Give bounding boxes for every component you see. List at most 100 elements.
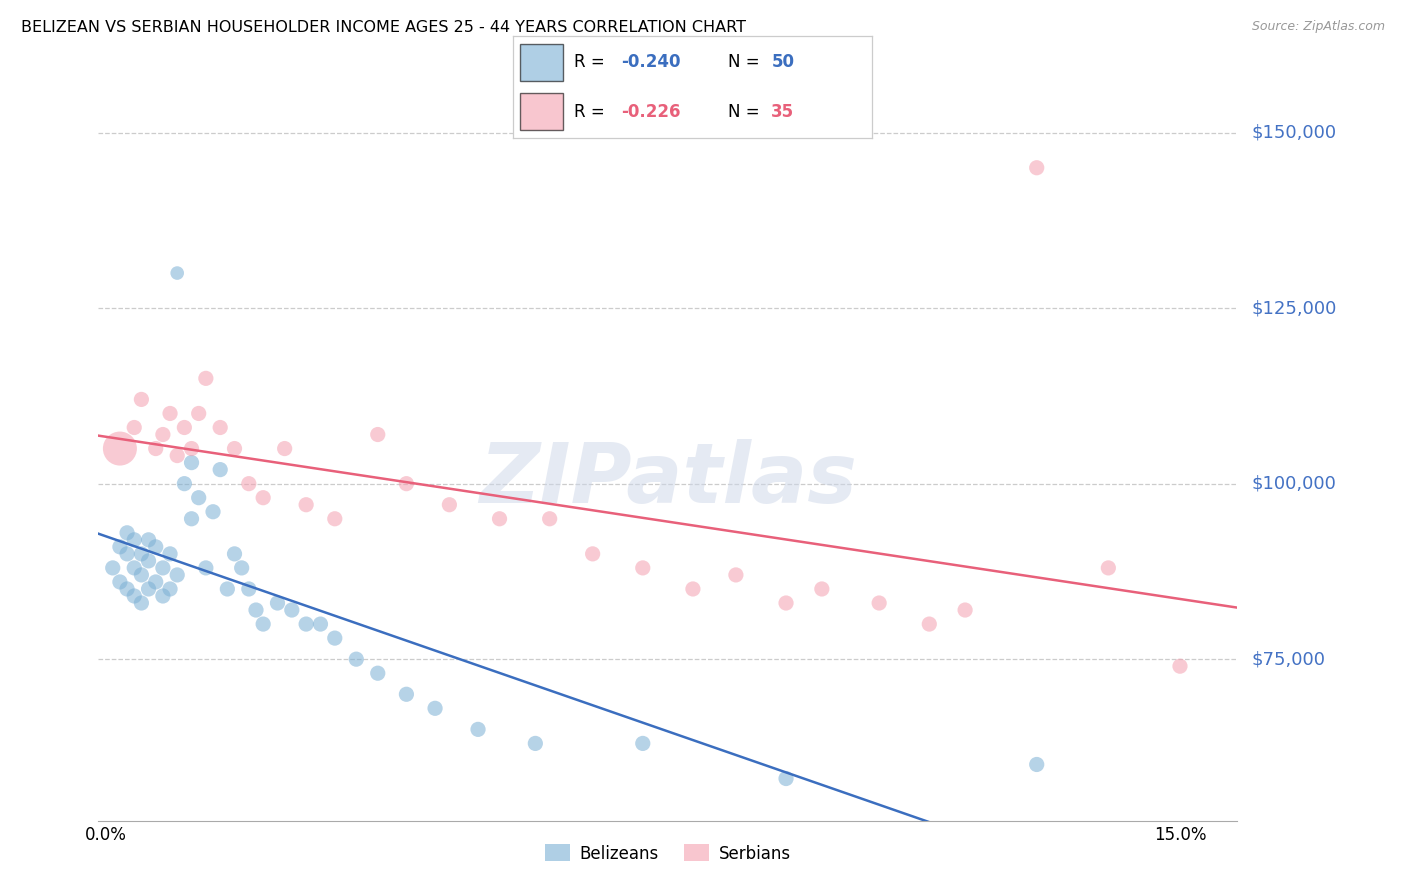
- Point: [631, 736, 654, 750]
- Point: [159, 582, 181, 596]
- Point: [918, 617, 941, 632]
- Point: [323, 631, 346, 645]
- Point: [1097, 561, 1119, 575]
- Point: [467, 723, 489, 737]
- Point: [423, 701, 446, 715]
- Point: [202, 505, 225, 519]
- Text: -0.240: -0.240: [621, 54, 681, 71]
- Point: [1025, 757, 1047, 772]
- Point: [367, 427, 389, 442]
- Point: [194, 371, 217, 385]
- Text: Source: ZipAtlas.com: Source: ZipAtlas.com: [1251, 20, 1385, 33]
- Point: [108, 442, 131, 456]
- Point: [682, 582, 704, 596]
- Point: [281, 603, 304, 617]
- Point: [309, 617, 332, 632]
- Text: R =: R =: [574, 103, 610, 120]
- Point: [538, 512, 561, 526]
- Point: [224, 442, 246, 456]
- Text: BELIZEAN VS SERBIAN HOUSEHOLDER INCOME AGES 25 - 44 YEARS CORRELATION CHART: BELIZEAN VS SERBIAN HOUSEHOLDER INCOME A…: [21, 20, 747, 35]
- Point: [953, 603, 976, 617]
- Point: [122, 533, 145, 547]
- Point: [152, 589, 174, 603]
- Point: [187, 491, 209, 505]
- Point: [582, 547, 605, 561]
- Text: $125,000: $125,000: [1251, 299, 1337, 318]
- Point: [159, 407, 181, 421]
- Point: [108, 574, 131, 589]
- Point: [115, 582, 138, 596]
- Point: [152, 561, 174, 575]
- Text: R =: R =: [574, 54, 610, 71]
- Point: [1025, 161, 1047, 175]
- Point: [101, 561, 124, 575]
- Point: [724, 568, 747, 582]
- Point: [115, 547, 138, 561]
- Point: [488, 512, 510, 526]
- Text: 35: 35: [772, 103, 794, 120]
- Point: [166, 568, 188, 582]
- Text: N =: N =: [728, 54, 765, 71]
- Point: [775, 596, 797, 610]
- Point: [323, 512, 346, 526]
- Text: N =: N =: [728, 103, 765, 120]
- Point: [122, 561, 145, 575]
- Text: -0.226: -0.226: [621, 103, 681, 120]
- Point: [122, 589, 145, 603]
- Text: $150,000: $150,000: [1251, 124, 1336, 142]
- Point: [180, 456, 202, 470]
- Point: [439, 498, 461, 512]
- Point: [811, 582, 834, 596]
- Point: [224, 547, 246, 561]
- Point: [173, 476, 195, 491]
- Text: ZIPatlas: ZIPatlas: [479, 439, 856, 520]
- Legend: Belizeans, Serbians: Belizeans, Serbians: [538, 838, 797, 869]
- Point: [131, 568, 153, 582]
- Point: [273, 442, 295, 456]
- Point: [180, 512, 202, 526]
- FancyBboxPatch shape: [520, 93, 564, 130]
- Point: [145, 574, 167, 589]
- Point: [367, 666, 389, 681]
- Text: $75,000: $75,000: [1251, 650, 1326, 668]
- Point: [295, 617, 318, 632]
- Point: [131, 596, 153, 610]
- Point: [122, 420, 145, 434]
- Point: [524, 736, 547, 750]
- Text: $100,000: $100,000: [1251, 475, 1336, 492]
- Point: [209, 462, 232, 476]
- Point: [173, 420, 195, 434]
- Point: [138, 582, 160, 596]
- Point: [266, 596, 288, 610]
- Point: [194, 561, 217, 575]
- Point: [295, 498, 318, 512]
- Point: [166, 449, 188, 463]
- Point: [245, 603, 267, 617]
- Point: [166, 266, 188, 280]
- Point: [152, 427, 174, 442]
- Point: [238, 582, 260, 596]
- Point: [395, 687, 418, 701]
- Point: [138, 533, 160, 547]
- Point: [395, 476, 418, 491]
- Point: [238, 476, 260, 491]
- Point: [252, 491, 274, 505]
- Point: [159, 547, 181, 561]
- Point: [217, 582, 239, 596]
- Point: [631, 561, 654, 575]
- Point: [1168, 659, 1191, 673]
- Point: [131, 392, 153, 407]
- Point: [231, 561, 253, 575]
- Point: [344, 652, 367, 666]
- Point: [775, 772, 797, 786]
- Point: [868, 596, 890, 610]
- Point: [145, 540, 167, 554]
- Point: [187, 407, 209, 421]
- Point: [131, 547, 153, 561]
- FancyBboxPatch shape: [520, 44, 564, 81]
- Point: [180, 442, 202, 456]
- Point: [108, 540, 131, 554]
- Point: [209, 420, 232, 434]
- Point: [252, 617, 274, 632]
- Point: [145, 442, 167, 456]
